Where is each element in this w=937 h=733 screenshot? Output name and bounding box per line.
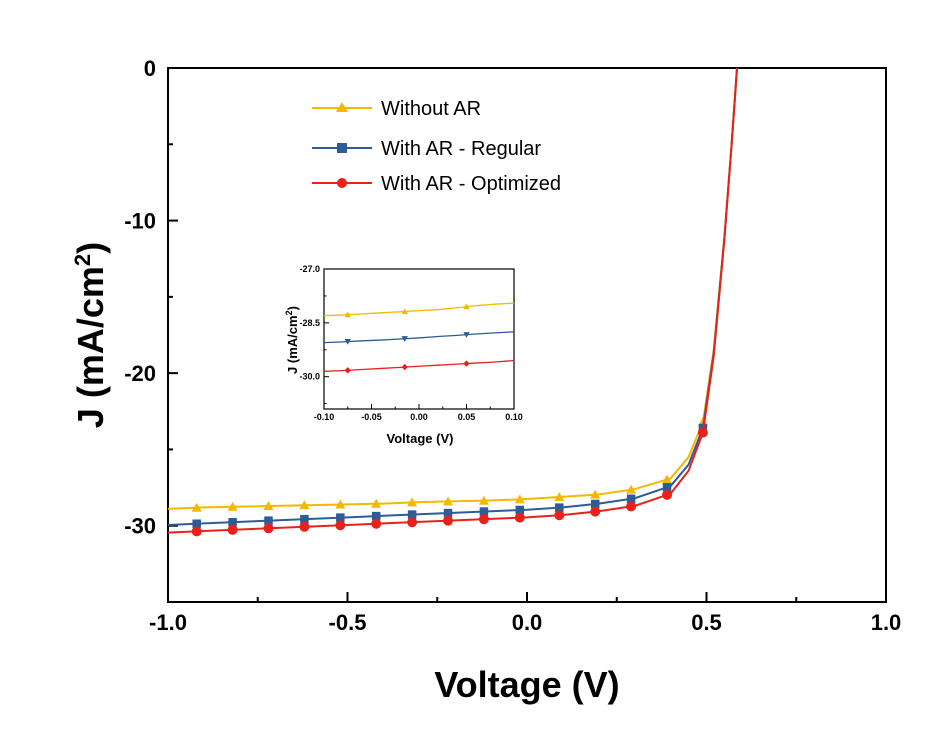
main-data-point-with-ar-optimized <box>698 428 708 438</box>
main-y-axis-title-superscript: 2 <box>70 254 95 266</box>
main-data-point-with-ar-optimized <box>407 517 417 527</box>
main-data-point-with-ar-optimized <box>590 507 600 517</box>
inset-y-tick-label: -27.0 <box>299 264 320 274</box>
main-y-axis-title: J (mA/cm2) <box>70 242 111 428</box>
main-data-point-with-ar-optimized <box>335 520 345 530</box>
legend-label-with-ar-regular: With AR - Regular <box>381 138 541 160</box>
main-y-axis-title-base: J (mA/cm <box>70 266 111 428</box>
main-x-tick-label: -1.0 <box>149 610 187 635</box>
main-data-point-with-ar-optimized <box>264 523 274 533</box>
main-y-axis-title-end: ) <box>70 242 111 254</box>
inset-x-tick-label: -0.05 <box>361 412 382 422</box>
legend-label-without-ar: Without AR <box>381 98 481 120</box>
legend-item-with-ar-optimized: With AR - Optimized <box>312 173 561 195</box>
legend-item-without-ar: Without AR <box>312 98 481 120</box>
main-data-point-with-ar-optimized <box>443 516 453 526</box>
main-data-point-with-ar-optimized <box>554 510 564 520</box>
main-data-point-with-ar-optimized <box>479 514 489 524</box>
inset-y-axis-title: J (mA/cm2) <box>284 306 300 374</box>
legend: Without AR With AR - Regular With AR - O… <box>312 98 561 195</box>
legend-label-with-ar-optimized: With AR - Optimized <box>381 173 561 195</box>
inset-y-axis-title-base: J (mA/cm <box>285 315 300 374</box>
main-y-tick-label: 0 <box>144 56 156 81</box>
inset-x-tick-label: 0.05 <box>458 412 476 422</box>
legend-item-with-ar-regular: With AR - Regular <box>312 138 541 160</box>
inset-x-tick-label: 0.10 <box>505 412 523 422</box>
inset-x-axis-title: Voltage (V) <box>387 431 454 446</box>
main-x-tick-label: 0.5 <box>691 610 722 635</box>
main-x-tick-label: 0.0 <box>512 610 543 635</box>
main-y-tick-label: -10 <box>124 209 156 234</box>
main-data-point-with-ar-optimized <box>371 519 381 529</box>
main-data-point-with-ar-optimized <box>515 513 525 523</box>
inset-plot-frame <box>324 269 514 409</box>
legend-marker-square <box>337 143 347 153</box>
main-x-axis-title: Voltage (V) <box>434 664 619 705</box>
main-data-point-with-ar-optimized <box>299 522 309 532</box>
main-data-point-with-ar-optimized <box>662 490 672 500</box>
inset-y-axis-title-end: ) <box>285 306 300 310</box>
main-data-point-with-ar-optimized <box>228 525 238 535</box>
main-data-point-with-ar-optimized <box>626 501 636 511</box>
legend-marker-circle <box>337 178 347 188</box>
main-y-tick-label: -20 <box>124 361 156 386</box>
main-data-point-with-ar-optimized <box>192 526 202 536</box>
main-y-tick-label: -30 <box>124 514 156 539</box>
inset-x-tick-label: 0.00 <box>410 412 428 422</box>
inset-y-tick-label: -30.0 <box>299 372 320 382</box>
inset-y-tick-label: -28.5 <box>299 318 320 328</box>
main-x-tick-label: -0.5 <box>329 610 367 635</box>
inset-x-tick-label: -0.10 <box>314 412 335 422</box>
main-x-tick-label: 1.0 <box>871 610 902 635</box>
